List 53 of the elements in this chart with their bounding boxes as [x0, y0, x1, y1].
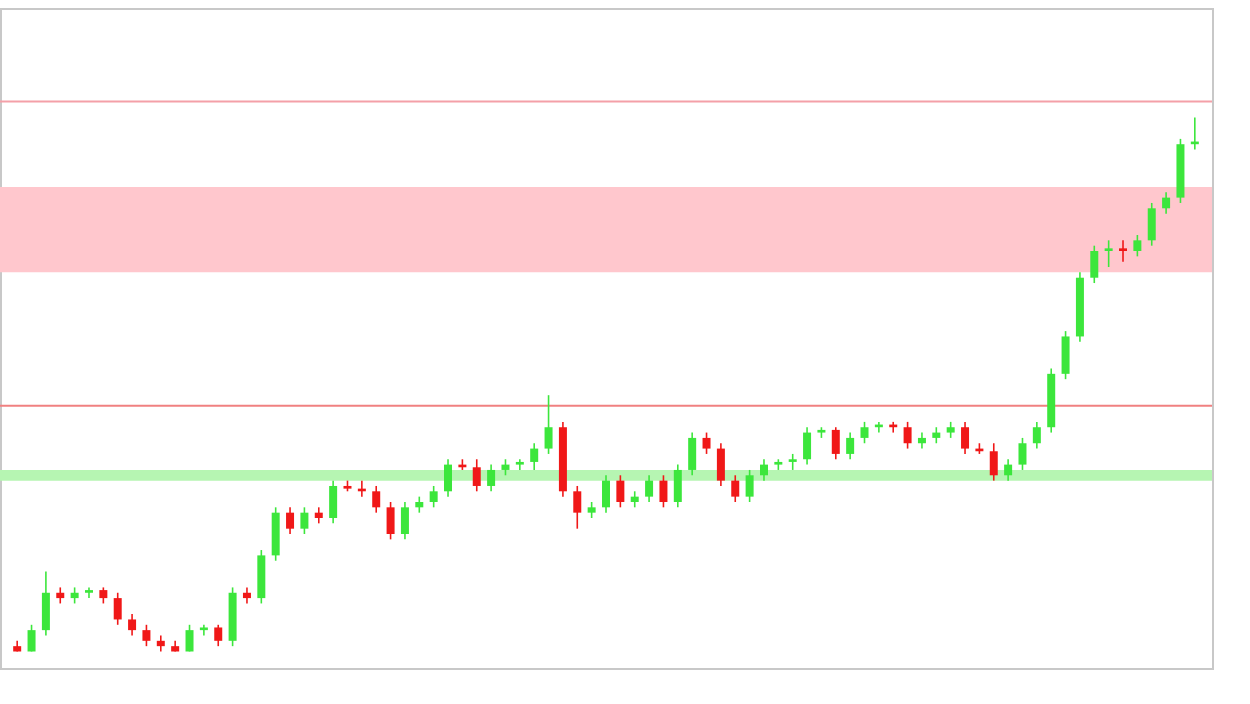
- candlestick: [214, 624, 223, 647]
- candlestick: [128, 613, 137, 637]
- candlestick: [429, 485, 438, 509]
- candlestick: [113, 591, 122, 626]
- candlestick: [846, 431, 855, 461]
- candlestick: [400, 501, 409, 541]
- candlestick: [989, 442, 998, 482]
- candlestick: [156, 634, 165, 653]
- candlestick: [616, 474, 625, 509]
- candlestick: [1133, 234, 1142, 258]
- candlestick: [84, 586, 93, 599]
- candlestick: [759, 458, 768, 482]
- candlestick: [27, 624, 36, 653]
- candlestick: [860, 421, 869, 445]
- candlestick: [745, 469, 754, 503]
- candlestick: [386, 501, 395, 541]
- candlestick: [702, 431, 711, 455]
- candlestick: [1162, 191, 1171, 215]
- candlestick: [372, 485, 381, 514]
- candlestick: [41, 570, 50, 637]
- candlestick: [1147, 202, 1156, 247]
- candlestick: [673, 463, 682, 509]
- candlestick: [803, 426, 812, 466]
- candlestick: [515, 458, 524, 471]
- candlestick: [1119, 239, 1128, 263]
- candlestick: [142, 624, 151, 647]
- candlestick: [444, 458, 453, 498]
- candlestick: [645, 474, 654, 503]
- candlestick: [716, 442, 725, 487]
- candlestick: [602, 474, 610, 514]
- candlestick: [1018, 437, 1027, 471]
- candlestick: [573, 485, 582, 530]
- candlestick: [329, 479, 338, 525]
- candlestick: [1090, 244, 1099, 284]
- candlestick: [487, 463, 496, 493]
- candlestick: [300, 506, 309, 535]
- candlestick: [1104, 239, 1113, 268]
- candlestick: [961, 421, 970, 455]
- candlestick: [831, 426, 840, 461]
- candlestick: [731, 474, 740, 503]
- candlestick: [185, 624, 194, 653]
- candlestick: [286, 506, 295, 535]
- candlestick: [472, 458, 481, 493]
- candlestick: [530, 442, 539, 471]
- candlestick: [257, 549, 266, 605]
- candlestick: [659, 474, 668, 509]
- candlestick: [1004, 458, 1013, 482]
- candlestick: [903, 421, 912, 450]
- candlestick: [688, 431, 697, 477]
- candlestick: [544, 394, 553, 455]
- candlestick: [1032, 421, 1041, 450]
- candlestick: [1061, 330, 1070, 380]
- candlestick: [271, 506, 280, 562]
